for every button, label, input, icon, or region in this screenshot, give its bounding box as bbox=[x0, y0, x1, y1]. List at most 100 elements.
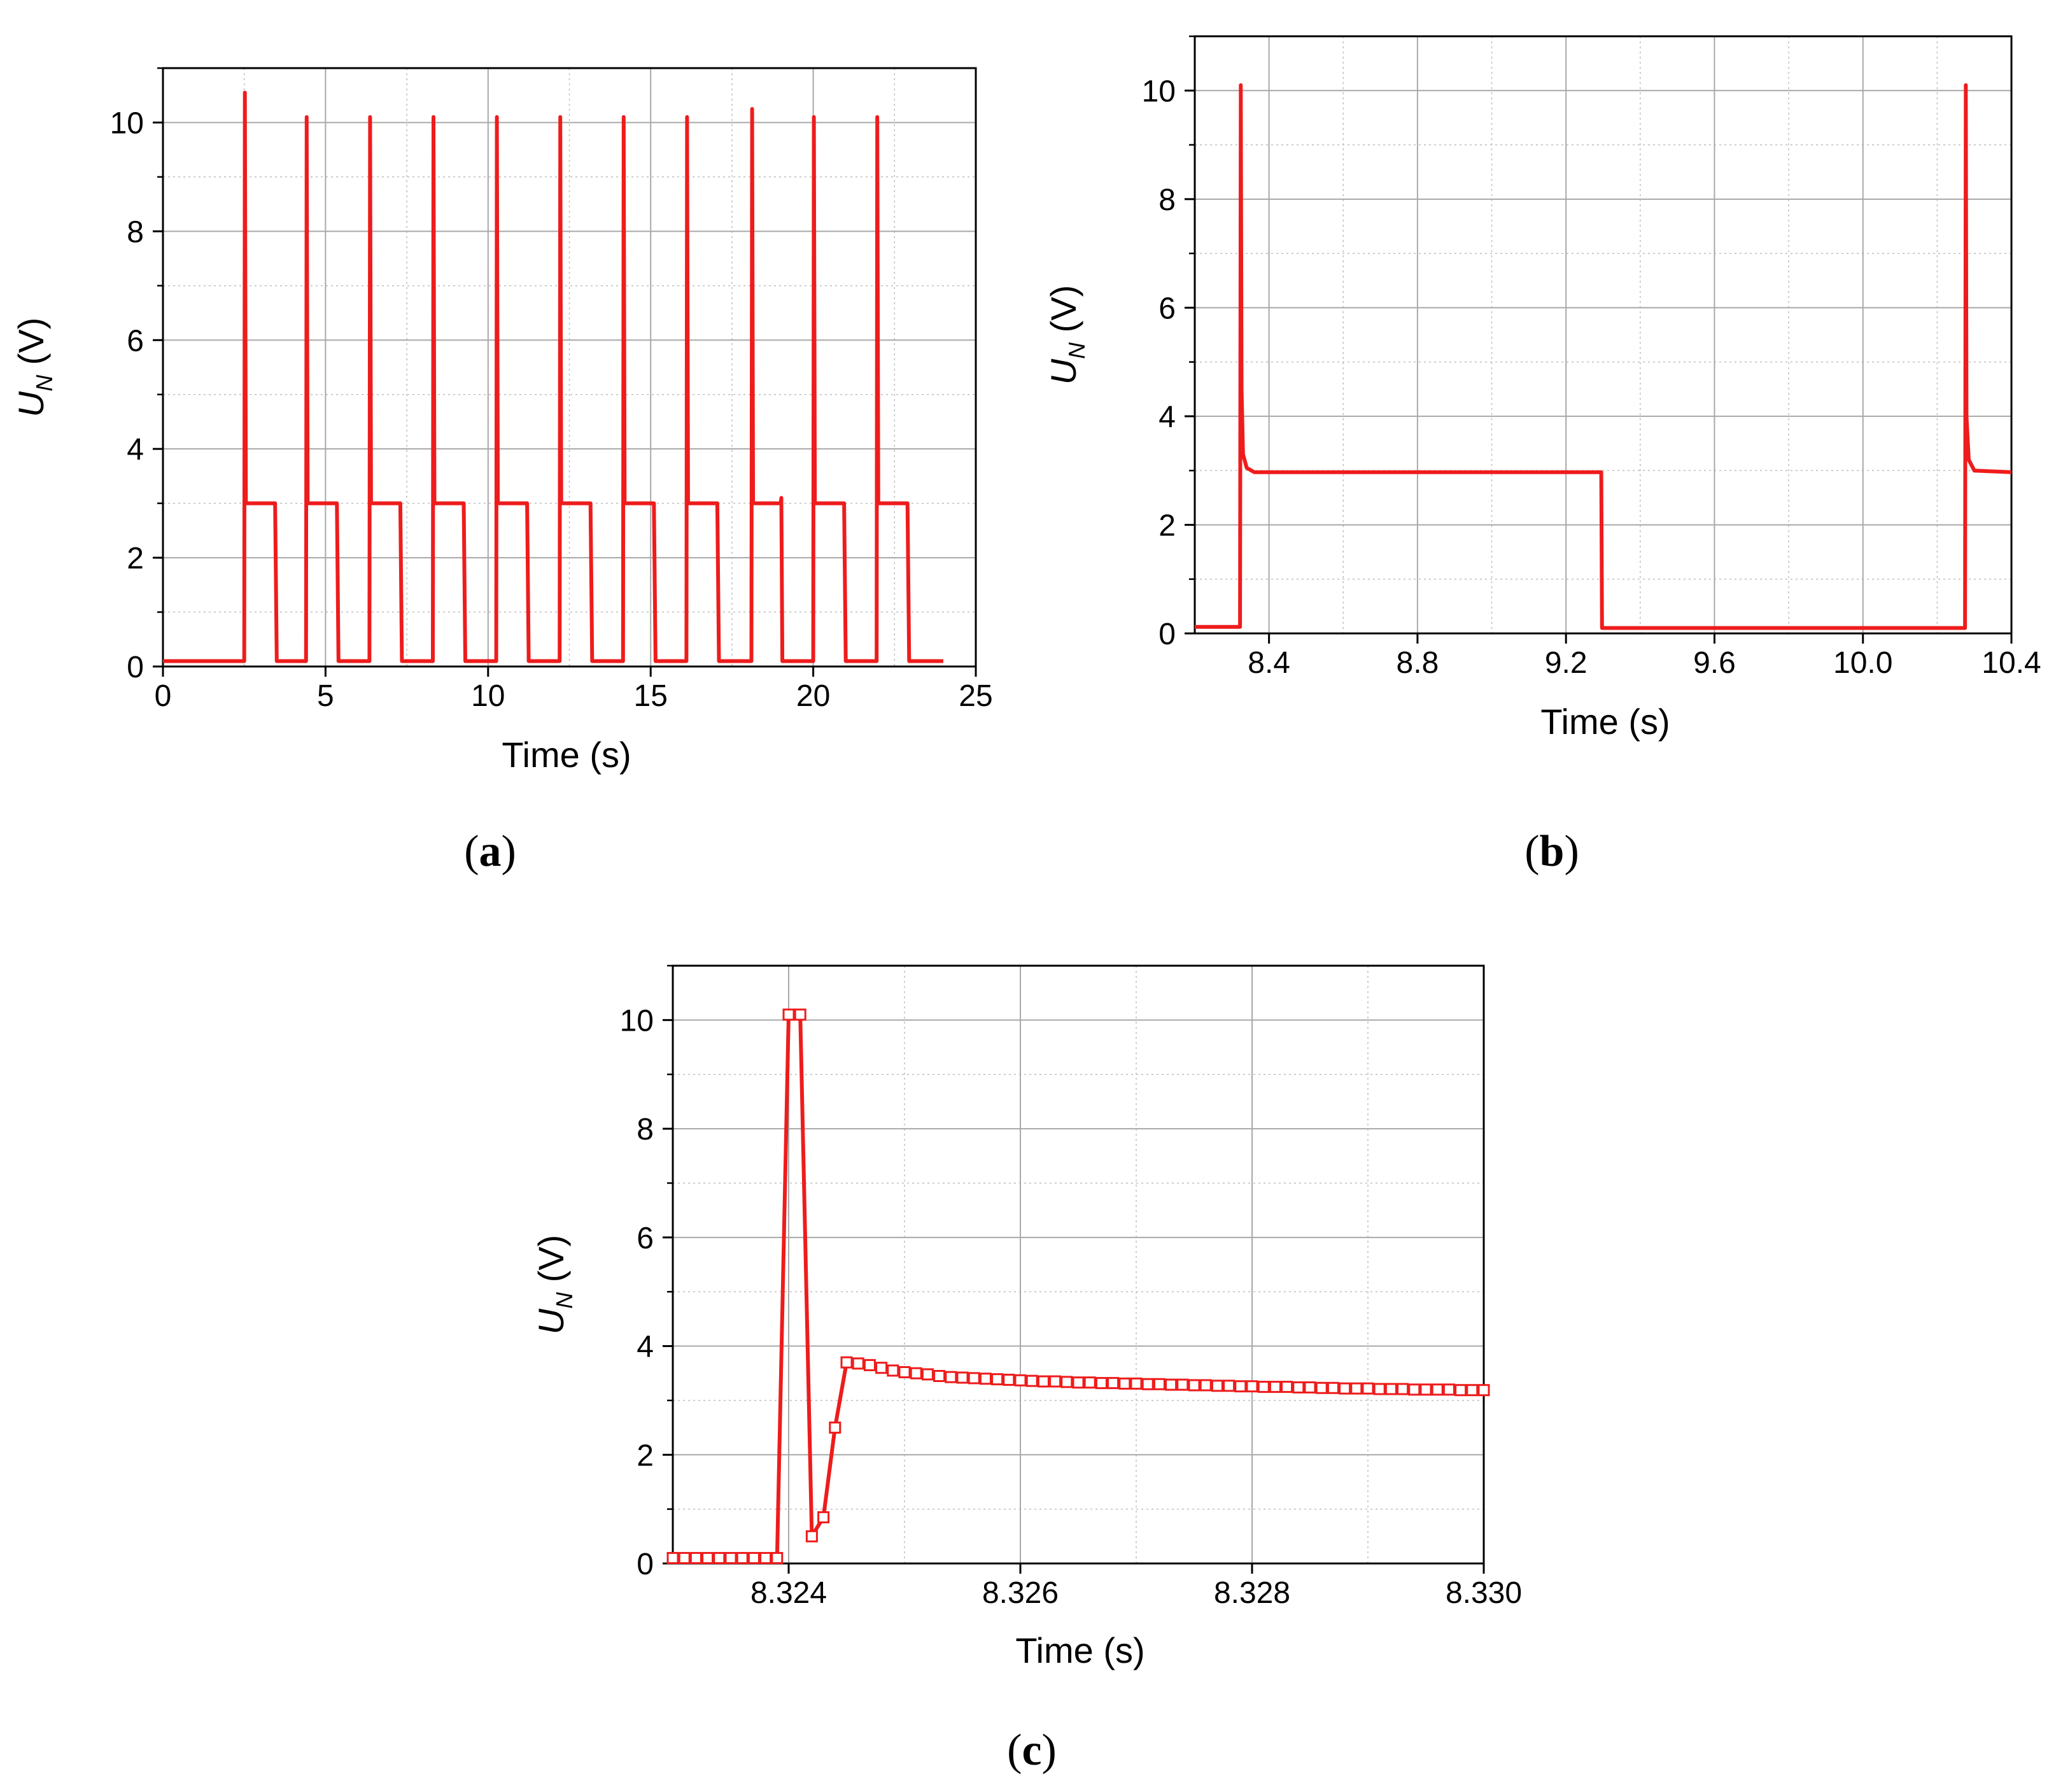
data-point-marker bbox=[1246, 1380, 1258, 1393]
x-tick-label: 15 bbox=[634, 679, 668, 713]
plot-frame bbox=[162, 67, 977, 668]
data-point-marker bbox=[829, 1422, 841, 1434]
x-tick-label: 9.6 bbox=[1693, 646, 1736, 680]
panel-label: (b) bbox=[1524, 827, 1579, 876]
data-point-marker bbox=[1199, 1379, 1212, 1392]
x-tick-label: 0 bbox=[155, 679, 172, 713]
x-tick-label: 20 bbox=[796, 679, 830, 713]
data-point-marker bbox=[1037, 1375, 1050, 1388]
series-line bbox=[1195, 83, 2011, 630]
data-point-marker bbox=[1350, 1382, 1363, 1395]
data-point-marker bbox=[805, 1530, 818, 1542]
x-tick-label: 10.4 bbox=[1982, 646, 2041, 680]
data-point-marker bbox=[1454, 1384, 1467, 1397]
y-tick-label: 6 bbox=[637, 1222, 654, 1255]
data-point-marker bbox=[910, 1367, 922, 1379]
y-tick-label: 10 bbox=[1142, 74, 1176, 108]
data-point-marker bbox=[666, 1551, 679, 1564]
y-tick-label: 10 bbox=[110, 106, 144, 140]
x-tick-label: 25 bbox=[959, 679, 992, 713]
data-point-marker bbox=[1025, 1374, 1038, 1387]
data-point-marker bbox=[1095, 1377, 1108, 1390]
y-axis-label: UN (V) bbox=[11, 318, 57, 418]
x-tick-label: 10.0 bbox=[1833, 646, 1892, 680]
data-point-marker bbox=[759, 1551, 772, 1564]
x-tick-label: 8.330 bbox=[1446, 1576, 1522, 1610]
plot-frame bbox=[1193, 35, 2013, 635]
y-tick-label: 2 bbox=[127, 542, 144, 575]
series-line bbox=[673, 1012, 1484, 1560]
data-point-marker bbox=[1153, 1378, 1165, 1390]
data-point-marker bbox=[863, 1358, 876, 1371]
panel-label: (a) bbox=[464, 827, 516, 876]
data-point-marker bbox=[782, 1008, 795, 1021]
ticks: 8.324 8.326 8.328 8.330 0 2 4 6 8 10 bbox=[620, 964, 1522, 1610]
data-point-marker bbox=[1049, 1375, 1062, 1388]
data-point-marker bbox=[921, 1368, 934, 1381]
x-tick-label: 8.324 bbox=[750, 1576, 827, 1610]
x-tick-label: 5 bbox=[317, 679, 334, 713]
y-tick-label: 4 bbox=[637, 1330, 654, 1364]
y-axis-label: UN (V) bbox=[1043, 285, 1090, 385]
x-tick-label: 8.326 bbox=[982, 1576, 1059, 1610]
minor-gridlines bbox=[672, 965, 1484, 1563]
minor-gridlines bbox=[163, 67, 976, 667]
data-point-marker bbox=[1408, 1383, 1421, 1396]
x-axis-label: Time (s) bbox=[1540, 702, 1670, 742]
x-tick-label: 8.328 bbox=[1214, 1576, 1290, 1610]
y-tick-label: 6 bbox=[1158, 292, 1176, 325]
data-point-marker bbox=[1373, 1383, 1386, 1395]
major-gridlines bbox=[673, 966, 1484, 1563]
data-point-marker bbox=[1257, 1381, 1270, 1393]
series-line bbox=[163, 90, 943, 663]
data-point-marker bbox=[724, 1551, 737, 1564]
data-point-marker bbox=[701, 1551, 714, 1564]
data-point-marker bbox=[1107, 1377, 1120, 1390]
data-point-marker bbox=[1060, 1376, 1073, 1388]
data-point-marker bbox=[968, 1372, 980, 1385]
y-tick-label: 2 bbox=[1158, 509, 1176, 542]
data-point-marker bbox=[1281, 1381, 1293, 1393]
x-axis-label: Time (s) bbox=[1015, 1630, 1144, 1670]
x-axis-label: Time (s) bbox=[502, 735, 631, 775]
data-point-marker bbox=[945, 1371, 957, 1383]
data-point-marker bbox=[1141, 1378, 1154, 1390]
data-point-marker bbox=[933, 1369, 946, 1382]
x-tick-label: 8.4 bbox=[1248, 646, 1290, 680]
data-point-marker bbox=[817, 1511, 830, 1523]
data-point-marker bbox=[1003, 1373, 1015, 1386]
data-point-marker bbox=[1118, 1377, 1131, 1390]
data-point-marker bbox=[678, 1551, 691, 1564]
data-point-marker bbox=[1442, 1383, 1455, 1396]
data-point-marker bbox=[736, 1551, 749, 1564]
y-tick-label: 0 bbox=[1158, 617, 1176, 651]
data-point-marker bbox=[1176, 1378, 1189, 1391]
chart-panel-c: 8.324 8.326 8.328 8.330 0 2 4 6 8 10 Time (s) UN (V… bbox=[531, 964, 1522, 1775]
y-tick-label: 8 bbox=[1158, 183, 1176, 217]
data-point-marker bbox=[1083, 1376, 1096, 1389]
data-point-marker bbox=[1327, 1381, 1339, 1394]
data-point-marker bbox=[840, 1356, 853, 1369]
series-markers bbox=[666, 1008, 1490, 1564]
data-point-marker bbox=[1188, 1379, 1200, 1392]
y-tick-label: 10 bbox=[620, 1004, 654, 1038]
data-point-marker bbox=[794, 1008, 806, 1021]
data-point-marker bbox=[898, 1366, 911, 1379]
data-point-marker bbox=[689, 1551, 702, 1564]
data-point-marker bbox=[1223, 1379, 1236, 1392]
y-tick-label: 0 bbox=[127, 651, 144, 684]
data-point-marker bbox=[713, 1551, 726, 1564]
data-point-marker bbox=[991, 1373, 1004, 1386]
data-point-marker bbox=[1315, 1381, 1328, 1394]
data-point-marker bbox=[1130, 1377, 1143, 1390]
data-point-marker bbox=[1304, 1381, 1316, 1393]
data-point-marker bbox=[1431, 1383, 1444, 1396]
major-gridlines bbox=[163, 68, 976, 667]
x-tick-label: 8.8 bbox=[1397, 646, 1439, 680]
plot-frame bbox=[672, 964, 1485, 1565]
ticks: 8.4 8.8 9.2 9.6 10.0 10.4 0 2 4 6 8 10 bbox=[1142, 35, 2041, 680]
x-tick-label: 10 bbox=[471, 679, 505, 713]
data-point-marker bbox=[1477, 1384, 1490, 1397]
data-point-marker bbox=[979, 1372, 992, 1385]
